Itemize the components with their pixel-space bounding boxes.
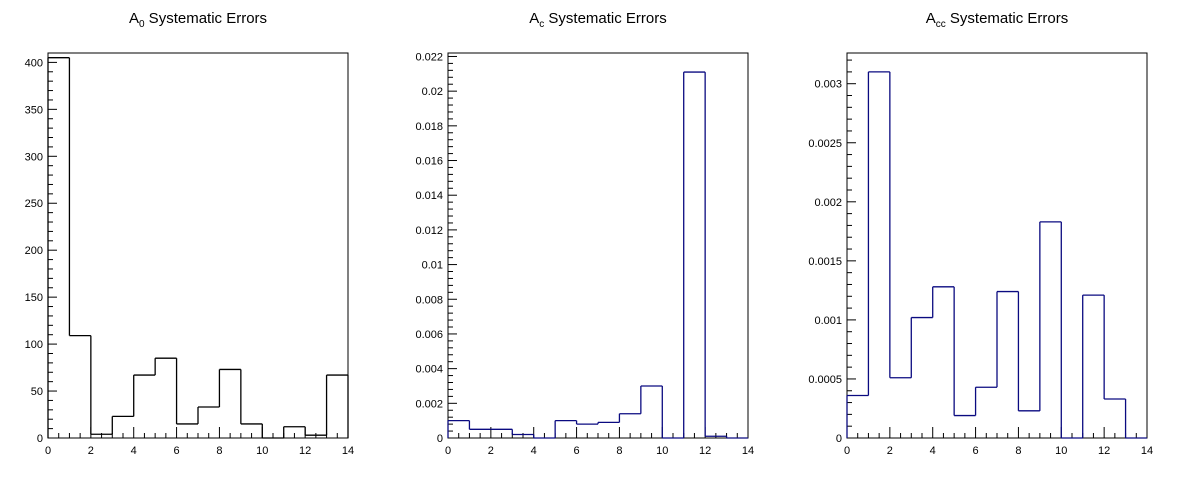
- panel-ac: Ac Systematic Errors 0 2 4 6 8 10 12 14 0 0.002 0.…: [415, 10, 754, 457]
- panel-a0-y-tick-label: 350: [25, 104, 43, 116]
- panel-ac-y-tick-label: 0.006: [415, 329, 443, 341]
- panel-ac-y-tick-label: 0.018: [415, 121, 443, 133]
- panel-ac-y-tick-label: 0.01: [422, 260, 443, 272]
- panel-ac-x-tick-label: 4: [531, 445, 537, 457]
- panel-ac-x-tick-label: 2: [488, 445, 494, 457]
- panel-ac-y-tick-label: 0.014: [415, 190, 443, 202]
- panel-ac-x-tick-label: 12: [699, 445, 711, 457]
- panel-a0-y-tick-label: 200: [25, 245, 43, 257]
- panel-a0-y-tick-label: 150: [25, 292, 43, 304]
- panel-a0-y-tick-label: 400: [25, 57, 43, 69]
- panel-acc: Acc Systematic Errors 0 2 4 6 8 10 12 14 0 0.0005…: [808, 10, 1153, 457]
- panel-a0-x-tick-label: 4: [131, 445, 137, 457]
- panel-acc-x-tick-label: 0: [844, 445, 850, 457]
- panel-a0-x-tick-label: 12: [299, 445, 311, 457]
- panel-acc-histogram: [846, 71, 1147, 439]
- panel-acc-title: Acc Systematic Errors: [926, 10, 1069, 30]
- panel-ac-y-tick-label: 0.004: [415, 364, 443, 376]
- panel-a0-x-tick-label: 6: [174, 445, 180, 457]
- panel-ac-y-tick-label: 0.02: [422, 86, 443, 98]
- panel-acc-x-tick-label: 12: [1098, 445, 1110, 457]
- panel-acc-y-tick-label: 0: [836, 433, 842, 445]
- panel-ac-y-tick-label: 0.008: [415, 294, 443, 306]
- panel-acc-tick-labels: 0 2 4 6 8 10 12 14 0 0.0005 0.001 0.0015 0.002 0.0025…: [808, 79, 1153, 457]
- panel-acc-x-tick-label: 8: [1015, 445, 1021, 457]
- panel-acc-x-tick-label: 4: [930, 445, 936, 457]
- panel-a0-x-tick-label: 8: [216, 445, 222, 457]
- panel-acc-ticks: [846, 59, 1148, 439]
- panel-ac-x-tick-label: 14: [742, 445, 754, 457]
- panel-ac-y-tick-label: 0: [437, 433, 443, 445]
- panel-a0-histogram: [47, 57, 349, 439]
- panel-ac-x-tick-label: 6: [574, 445, 580, 457]
- panel-acc-y-tick-label: 0.0005: [808, 374, 842, 386]
- panel-ac-y-tick-label: 0.002: [415, 398, 443, 410]
- panel-ac-tick-labels: 0 2 4 6 8 10 12 14 0 0.002 0.004 0.006 0.008 0.01 0.01…: [415, 51, 754, 457]
- panel-acc-y-tick-label: 0.003: [814, 79, 842, 91]
- panel-acc-x-tick-label: 2: [887, 445, 893, 457]
- panel-a0-y-tick-label: 0: [37, 433, 43, 445]
- panel-acc-y-tick-label: 0.0015: [808, 256, 842, 268]
- panel-acc-y-tick-label: 0.0025: [808, 138, 842, 150]
- panel-ac-x-tick-label: 0: [445, 445, 451, 457]
- panel-a0-x-tick-label: 14: [342, 445, 354, 457]
- panel-acc-y-tick-label: 0.002: [814, 197, 842, 209]
- panel-ac-y-tick-label: 0.022: [415, 51, 443, 63]
- panel-acc-x-tick-label: 10: [1055, 445, 1067, 457]
- panel-ac-x-tick-label: 8: [616, 445, 622, 457]
- panel-a0: A0 Systematic Errors 0 2 4 6 8 10 12 14 0 50 100 15…: [25, 10, 354, 457]
- panel-a0-x-tick-label: 2: [88, 445, 94, 457]
- panel-acc-y-tick-label: 0.001: [814, 315, 842, 327]
- panel-a0-y-tick-label: 300: [25, 151, 43, 163]
- panel-a0-y-tick-label: 100: [25, 339, 43, 351]
- panel-a0-title: A0 Systematic Errors: [129, 10, 267, 30]
- panel-acc-x-tick-label: 14: [1141, 445, 1153, 457]
- panel-ac-y-tick-label: 0.012: [415, 225, 443, 237]
- panel-ac-title: Ac Systematic Errors: [529, 10, 667, 30]
- panel-ac-y-tick-label: 0.016: [415, 156, 443, 168]
- panel-acc-x-tick-label: 6: [973, 445, 979, 457]
- panel-a0-tick-labels: 0 2 4 6 8 10 12 14 0 50 100 150 200 250 300 350 400: [25, 57, 354, 457]
- panel-ac-x-tick-label: 10: [656, 445, 668, 457]
- panel-a0-x-tick-label: 10: [256, 445, 268, 457]
- panel-a0-y-tick-label: 250: [25, 198, 43, 210]
- panel-a0-x-tick-label: 0: [45, 445, 51, 457]
- panel-a0-y-tick-label: 50: [31, 386, 43, 398]
- panel-ac-histogram: [447, 71, 748, 439]
